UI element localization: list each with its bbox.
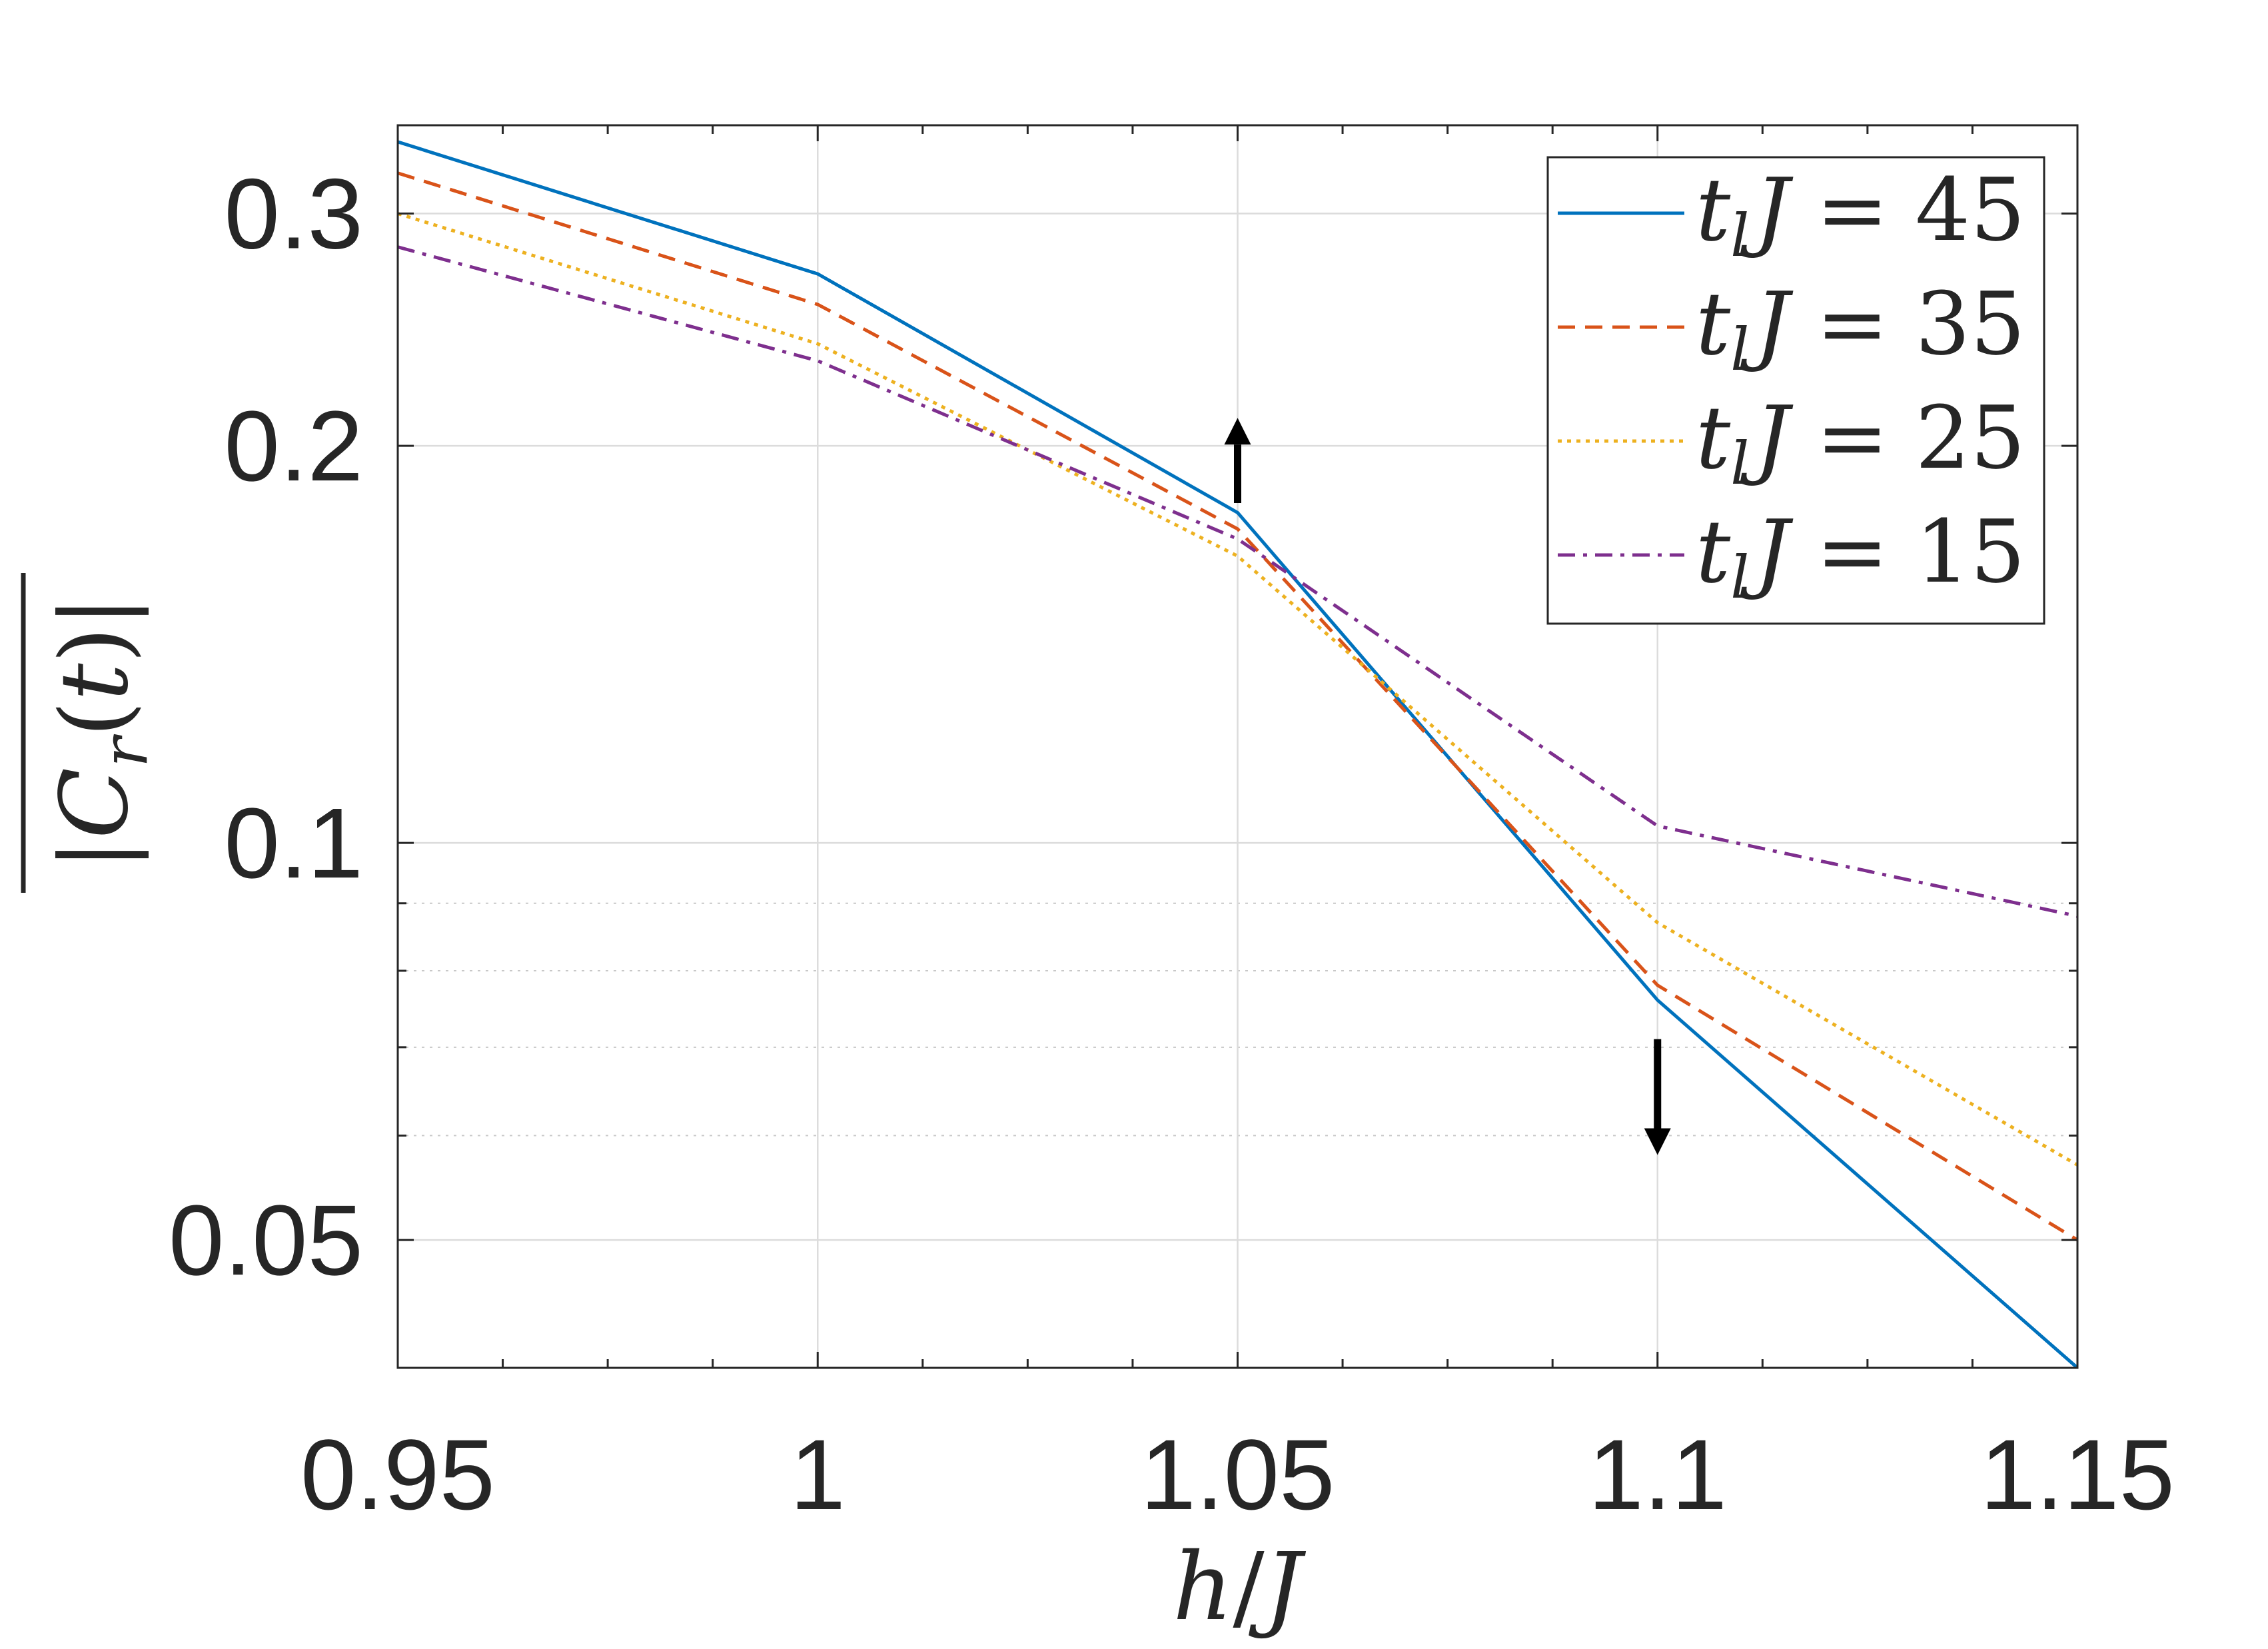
y-tick-label: 0.05	[169, 1184, 363, 1296]
arrow-up-head	[1224, 418, 1251, 445]
series-line-2	[398, 212, 2077, 1167]
x-axis-label: h/J	[1173, 1533, 1306, 1642]
y-label-var-c: C	[41, 768, 149, 839]
y-tick-label: 0.2	[224, 390, 363, 502]
legend-box	[1546, 156, 2045, 625]
y-axis-label: |Cr(t)|	[21, 573, 162, 893]
x-tick-label: 1	[790, 1418, 846, 1530]
series-line-1	[398, 171, 2077, 1242]
annotations	[1224, 418, 1671, 1155]
arrow-down-head	[1644, 1128, 1671, 1155]
y-label-paren-close: )	[41, 627, 149, 664]
y-tick-label: 0.1	[224, 787, 363, 899]
y-tick-label: 0.3	[224, 158, 363, 270]
y-label-bar-open: |	[41, 839, 149, 870]
x-label-slash: /	[1233, 1533, 1265, 1642]
svg-text:|Cr(t)|: |Cr(t)|	[41, 596, 162, 870]
y-label-var-t: t	[41, 663, 149, 701]
y-label-sub-r: r	[89, 734, 162, 768]
series-line-0	[398, 140, 2077, 1368]
axes: 0.95 1 1.05 1.1 1.15 0.05 0.1 0.2 0.3	[169, 124, 2175, 1530]
x-tick-label: 0.95	[300, 1418, 495, 1530]
x-tick-label: 1.05	[1141, 1418, 1335, 1530]
y-label-paren-open: (	[41, 701, 149, 738]
series-line-3	[398, 245, 2077, 918]
y-label-bar-close: |	[41, 596, 149, 627]
series-group	[398, 140, 2077, 1368]
x-tick-label: 1.1	[1588, 1418, 1727, 1530]
legend-label-3: tlJ = 15	[1696, 501, 2025, 612]
x-label-var-h: h	[1173, 1533, 1233, 1642]
x-tick-label: 1.15	[1980, 1418, 2175, 1530]
